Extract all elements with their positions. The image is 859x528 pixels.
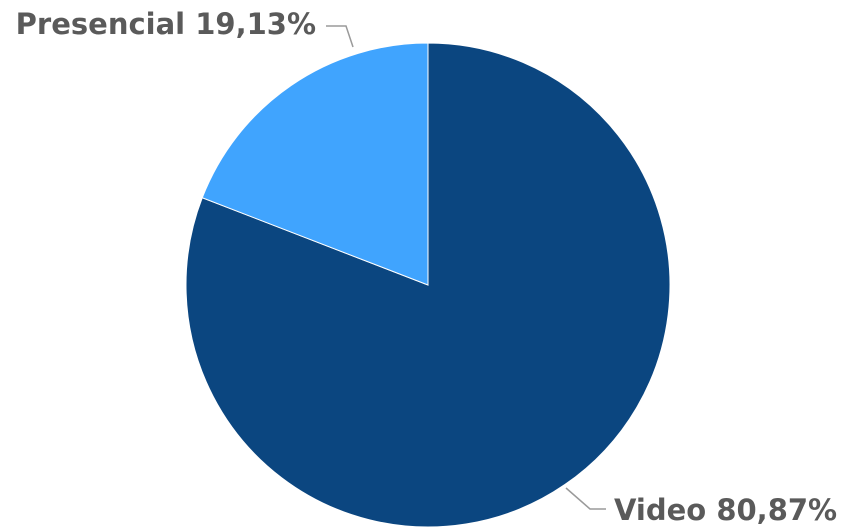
leader-lines	[326, 25, 606, 510]
pie-slice-video	[185, 42, 671, 528]
leader-line-presencial	[326, 25, 354, 48]
leader-line-video	[565, 487, 606, 510]
data-label-presencial: Presencial 19,13%	[16, 7, 316, 41]
pie-slices	[185, 42, 671, 528]
data-labels: Video 80,87% Presencial 19,13%	[16, 7, 837, 527]
data-label-video: Video 80,87%	[614, 493, 837, 527]
pie-slice-presencial	[201, 42, 429, 286]
